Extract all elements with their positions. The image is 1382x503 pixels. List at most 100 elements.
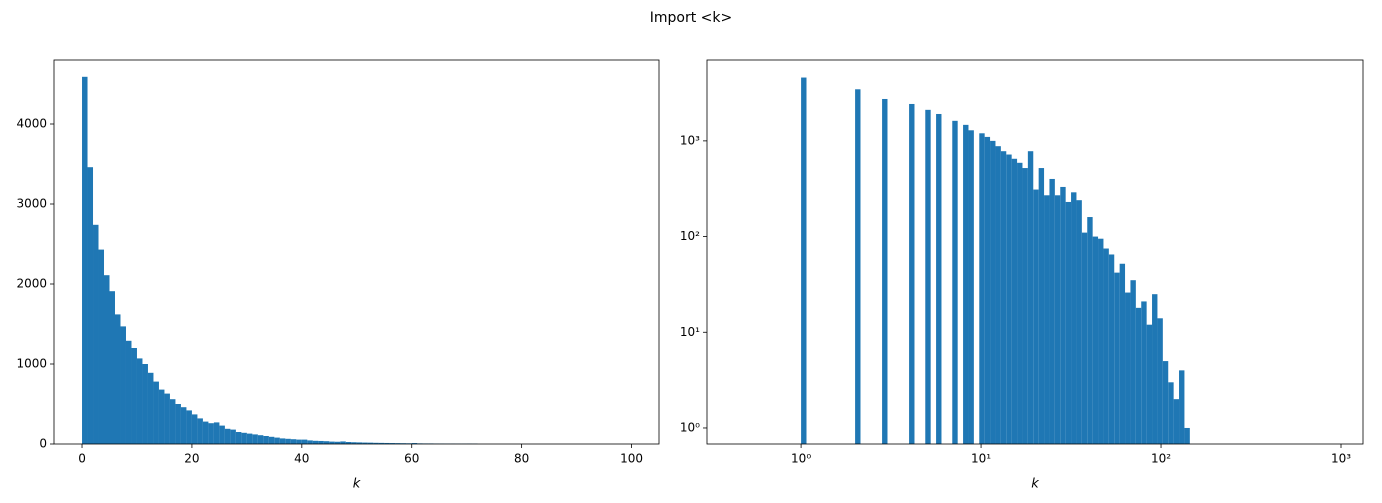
bar [169,399,176,444]
bar [202,421,209,444]
bar [1162,361,1169,444]
bar [1038,168,1045,444]
bar [411,443,418,444]
bar [158,389,165,444]
bar [952,120,958,445]
bar [230,429,236,444]
x-axis-label: k [353,477,361,492]
bar [351,442,357,444]
bar [1157,318,1163,444]
bar [164,393,170,444]
figure-title: Import <k> [650,10,732,26]
y-tick-label: 10³ [680,133,700,147]
bar [1081,232,1088,444]
bar [990,140,996,444]
bar [389,443,396,444]
bar [1065,201,1072,444]
bar [1173,399,1180,444]
bar [1141,301,1147,444]
bar [186,410,192,444]
axes-frame [53,59,660,445]
bar [378,442,385,444]
x-tick-label: 20 [184,452,199,466]
bar [142,364,148,444]
bar [1054,195,1061,444]
bar [1060,186,1066,444]
x-tick-label: 100 [620,452,643,466]
bar [1022,168,1028,444]
bar [1076,200,1082,444]
bar [384,442,390,444]
bar [1119,263,1126,444]
bar [274,437,280,444]
bar [882,98,888,444]
bar [1184,427,1190,444]
bar [125,340,132,444]
bar [1108,254,1115,444]
x-tick-label: 40 [294,452,309,466]
bar [1098,238,1104,444]
axes-frame [706,59,1364,445]
bar [98,249,105,444]
bar [1087,217,1093,444]
y-tick-label: 10¹ [680,325,700,339]
bar [1017,162,1023,444]
bar [257,435,264,444]
y-tick-label: 1000 [16,357,47,371]
bar [318,440,324,444]
bar [1033,189,1039,444]
bar [82,76,88,445]
y-tick-label: 3000 [16,197,47,211]
bar [801,77,807,444]
x-tick-label: 10⁰ [791,452,811,466]
bar [340,441,346,444]
bar [1049,178,1055,444]
bar [1092,236,1099,444]
bar [263,436,269,444]
bar [1071,192,1077,444]
y-tick-label: 10² [680,229,700,243]
bar [1114,272,1120,444]
bar [87,167,94,444]
bar [963,124,969,445]
y-tick-label: 2000 [16,277,47,291]
y-tick-label: 10⁰ [680,420,700,434]
bar [334,441,341,444]
x-tick-label: 10² [1151,452,1171,466]
bar [290,439,297,444]
bar [345,442,352,444]
bar [252,434,258,444]
bar [1027,151,1034,444]
bar [224,428,231,444]
bar [285,438,291,444]
bar [312,440,319,444]
x-tick-label: 80 [514,452,529,466]
bar [329,441,335,444]
bar [136,358,143,444]
bar [995,146,1001,445]
bar [197,418,203,444]
bar [1000,151,1007,444]
bar [175,404,181,444]
bar [235,432,242,444]
bar [1103,248,1109,444]
bar [395,443,401,444]
x-tick-label: 10¹ [971,452,991,466]
bar [1006,154,1012,444]
bar [373,442,379,444]
bar [147,372,154,444]
bar [984,136,991,445]
bar [1152,294,1158,444]
bar [104,275,110,444]
bar [208,423,214,444]
bar [323,441,330,444]
bar [909,103,915,445]
bar [241,432,247,444]
bar [307,440,313,444]
bar [191,414,198,444]
bar [219,425,225,444]
bar [268,436,275,444]
bar [180,407,187,444]
x-tick-label: 10³ [1331,452,1351,466]
